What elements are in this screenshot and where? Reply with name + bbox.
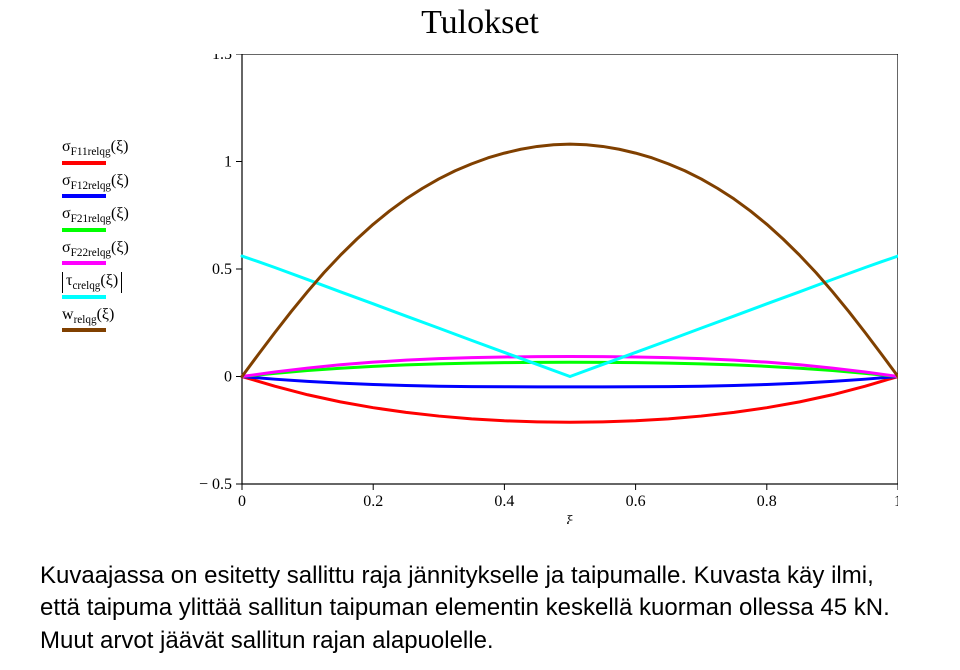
page-title: Tulokset [0,4,960,42]
svg-text:0.2: 0.2 [363,493,383,510]
svg-text:1: 1 [894,493,898,510]
legend-label: σF22relqg(ξ) [62,239,222,260]
legend-item-sigma_F22: σF22relqg(ξ) [62,239,222,266]
legend-swatch [62,261,106,265]
svg-text:0.4: 0.4 [494,493,514,510]
footer-line-1: Kuvaajassa on esitetty sallittu raja jän… [40,562,874,589]
svg-text:0: 0 [224,369,232,386]
legend-swatch [62,194,106,198]
page: Tulokset 00.20.40.60.81ξ− 0.500.511.5 σF… [0,0,960,670]
legend-item-tau_c: τcrelqg(ξ) [62,272,222,299]
svg-text:0: 0 [238,493,246,510]
svg-text:0.8: 0.8 [757,493,777,510]
svg-text:0.6: 0.6 [626,493,646,510]
legend-label: σF21relqg(ξ) [62,205,222,226]
svg-text:1.5: 1.5 [212,54,232,63]
legend-swatch [62,328,106,332]
footer-text: Kuvaajassa on esitetty sallittu raja jän… [40,560,920,657]
legend-item-sigma_F11: σF11relqg(ξ) [62,138,222,165]
legend-item-sigma_F12: σF12relqg(ξ) [62,172,222,199]
legend-swatch [62,228,106,232]
svg-text:ξ: ξ [566,513,573,524]
footer-line-2: että taipuma ylittää sallitun taipuman e… [40,594,890,621]
legend-item-sigma_F21: σF21relqg(ξ) [62,205,222,232]
legend: σF11relqg(ξ) σF12relqg(ξ) σF21relqg(ξ) σF22… [62,138,222,339]
footer-line-3: Muut arvot jäävät sallitun rajan alapuol… [40,627,494,654]
legend-label: σF12relqg(ξ) [62,172,222,193]
legend-item-w_rel: wrelqg(ξ) [62,306,222,333]
legend-label: wrelqg(ξ) [62,306,222,327]
svg-text:1: 1 [224,154,232,171]
legend-label: τcrelqg(ξ) [62,272,222,293]
legend-swatch [62,161,106,165]
svg-text:− 0.5: − 0.5 [199,476,232,493]
legend-label: σF11relqg(ξ) [62,138,222,159]
legend-swatch [62,295,106,299]
